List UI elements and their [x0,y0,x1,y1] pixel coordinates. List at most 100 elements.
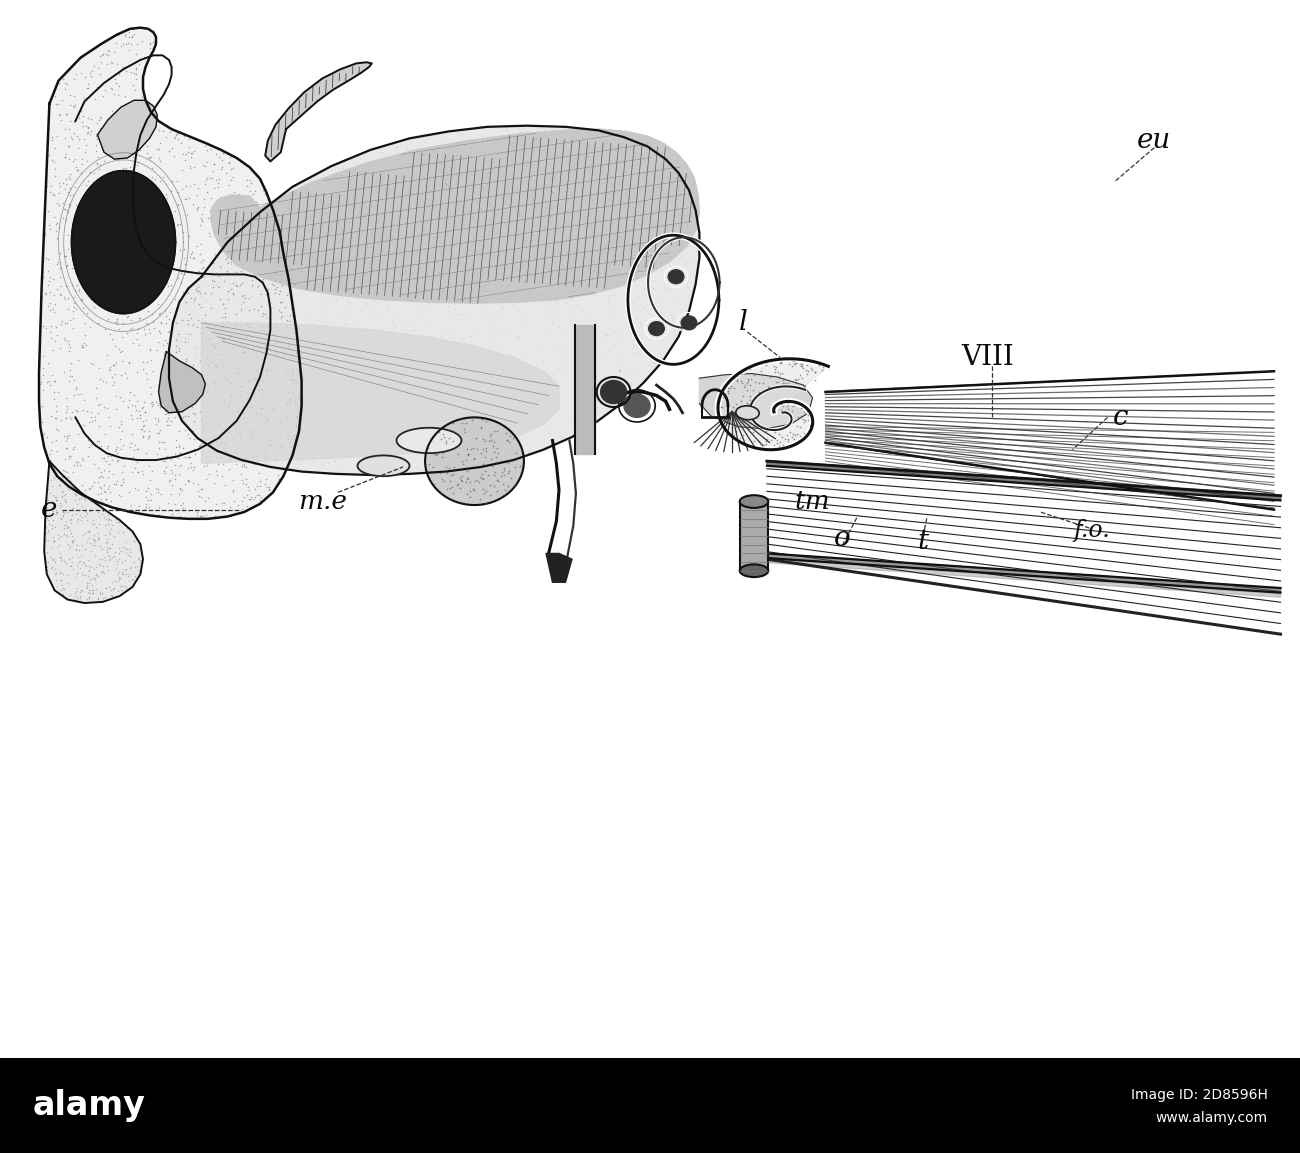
Point [373,273,394,292]
Point [459,451,480,469]
Point [83,580,104,598]
Point [72,564,92,582]
Point [751,419,772,437]
Point [573,404,594,422]
Point [160,450,181,468]
Point [70,587,91,605]
Point [356,464,377,482]
Point [195,326,216,345]
Point [101,81,122,99]
Point [135,186,156,204]
Point [363,319,384,338]
Point [413,372,434,391]
Point [104,312,125,331]
Point [248,301,269,319]
Point [218,201,239,219]
Point [162,367,183,385]
Point [265,249,286,267]
Point [198,209,218,227]
Point [421,183,442,202]
Point [220,280,240,299]
Point [79,125,100,143]
Point [660,304,681,323]
Point [160,303,181,322]
Point [796,361,816,379]
Point [749,375,770,393]
Point [268,466,289,484]
Point [52,194,73,212]
Point [620,366,641,384]
Point [526,161,547,180]
Point [112,469,133,488]
Point [83,560,104,579]
Point [57,573,78,591]
Point [403,190,424,209]
Point [56,277,77,295]
Point [105,475,126,493]
Point [493,427,514,445]
Point [257,315,278,333]
Point [523,239,543,257]
Point [625,250,646,269]
Point [208,178,229,196]
Point [774,375,794,393]
Point [61,523,82,542]
Point [98,309,118,327]
Point [91,550,112,568]
Point [112,563,133,581]
Point [684,265,705,284]
Point [199,329,220,347]
Point [78,269,99,287]
Point [160,391,181,409]
Point [96,240,117,258]
Point [385,384,406,402]
Point [222,158,243,176]
Point [338,292,359,310]
Point [254,322,274,340]
Point [430,202,451,220]
Point [231,295,252,314]
Point [213,330,234,348]
Point [129,541,150,559]
Point [53,579,74,597]
Point [116,158,136,176]
Point [116,95,136,113]
Point [64,583,84,602]
Point [356,164,377,182]
Point [77,402,98,421]
Point [472,480,493,498]
Point [207,356,228,375]
Point [148,412,169,430]
Point [87,590,108,609]
Point [582,227,603,246]
Point [101,54,122,73]
Point [58,150,79,168]
Point [490,126,511,144]
Point [49,475,70,493]
Point [254,447,274,466]
Point [124,25,144,44]
Point [259,480,280,498]
Point [72,536,92,555]
Point [785,425,806,444]
Point [133,427,153,445]
Point [112,169,133,188]
Point [467,193,488,211]
Point [117,398,138,416]
Point [135,314,156,332]
Point [281,347,302,366]
Point [595,383,616,401]
Point [571,385,592,404]
Point [169,436,190,454]
Point [204,374,225,392]
Point [749,431,770,450]
Point [270,309,291,327]
Point [73,299,94,317]
Point [785,374,806,392]
Bar [0,1058,1300,1153]
Point [290,333,311,352]
Point [656,280,677,299]
Point [552,134,573,152]
Point [623,140,644,158]
Point [161,484,182,503]
